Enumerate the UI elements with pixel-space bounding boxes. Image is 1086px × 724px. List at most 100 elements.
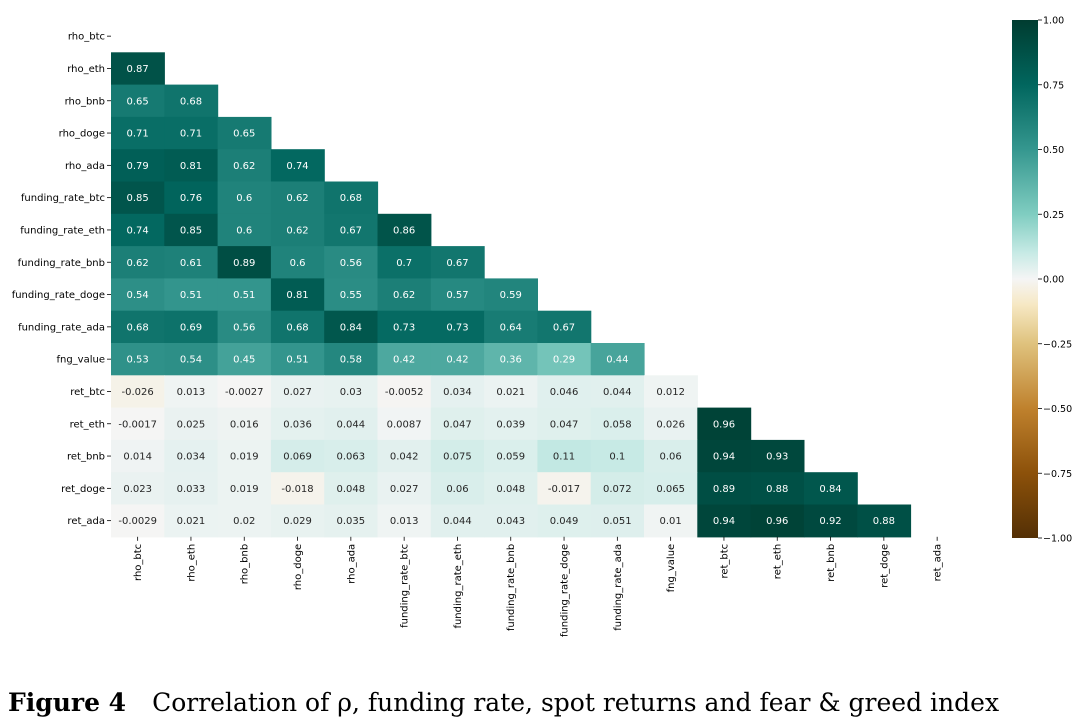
- heatmap-cell-funding_rate_ada-rho_doge: [270, 310, 325, 344]
- cell-value-label: 0.81: [286, 290, 308, 301]
- heatmap-cell-ret_doge-ret_eth: [750, 472, 805, 506]
- cell-value-label: 0.013: [390, 516, 419, 527]
- cell-value-label: 0.058: [603, 419, 632, 430]
- y-tick-label: funding_rate_btc: [21, 193, 105, 204]
- cell-value-label: 0.86: [393, 225, 415, 236]
- cell-value-label: 0.026: [656, 419, 685, 430]
- cell-value-label: 0.013: [177, 387, 206, 398]
- heatmap-cell-funding_rate_doge-rho_bnb: [217, 278, 272, 312]
- cell-value-label: 0.047: [443, 419, 472, 430]
- cell-value-label: 0.047: [550, 419, 579, 430]
- heatmap-cell-ret_eth-rho_doge: [270, 407, 325, 441]
- y-tick-label: fng_value: [56, 355, 105, 366]
- cell-value-label: 0.019: [230, 484, 259, 495]
- heatmap-cell-ret_doge-ret_btc: [697, 472, 752, 506]
- figure-caption-text: Correlation of ρ, funding rate, spot ret…: [152, 688, 1000, 717]
- y-tick-label: rho_btc: [68, 32, 105, 43]
- heatmap-cell-fng_value-rho_eth: [164, 343, 219, 376]
- cell-value-label: 0.01: [660, 516, 682, 527]
- heatmap-cell-funding_rate_btc-rho_ada: [324, 181, 379, 215]
- cell-value-label: 0.075: [443, 452, 472, 463]
- heatmap-cell-funding_rate_bnb-rho_btc: [111, 246, 165, 279]
- cell-value-label: 0.072: [603, 484, 632, 495]
- y-tick-label: funding_rate_ada: [18, 322, 105, 333]
- heatmap-cell-funding_rate_doge-rho_ada: [324, 278, 379, 312]
- cell-value-label: 0.019: [230, 452, 259, 463]
- heatmap-cell-ret_eth-funding_rate_bnb: [484, 407, 538, 441]
- heatmap-cell-funding_rate_eth-rho_doge: [270, 213, 325, 247]
- cell-value-label: 0.68: [286, 322, 308, 333]
- cell-value-label: 0.069: [283, 452, 312, 463]
- x-tick-label: ret_btc: [719, 544, 730, 579]
- heatmap-cell-ret_bnb-funding_rate_bnb: [484, 439, 538, 473]
- heatmap-cell-funding_rate_btc-rho_bnb: [217, 181, 272, 215]
- cell-value-label: 0.021: [496, 387, 525, 398]
- heatmap-cell-ret_ada-fng_value: [644, 504, 698, 538]
- heatmap-cell-rho_ada-rho_doge: [270, 149, 325, 183]
- colorbar-tick-label: −0.50: [1043, 404, 1072, 415]
- cell-value-label: 0.6: [290, 258, 306, 269]
- cell-value-label: 0.049: [550, 516, 579, 527]
- cell-value-label: 0.059: [496, 452, 525, 463]
- cell-value-label: 0.65: [233, 129, 255, 140]
- cell-value-label: 0.027: [283, 387, 312, 398]
- cell-value-label: 0.96: [766, 516, 788, 527]
- heatmap-cell-ret_ada-funding_rate_doge: [537, 504, 592, 538]
- colorbar-tick-label: −0.75: [1043, 469, 1072, 480]
- heatmap-cell-ret_ada-rho_btc: [111, 504, 165, 538]
- heatmap-cell-rho_eth-rho_btc: [111, 52, 165, 86]
- heatmap-cell-ret_btc-funding_rate_btc: [377, 375, 432, 409]
- heatmap-cell-funding_rate_bnb-rho_eth: [164, 246, 219, 279]
- x-tick-label: rho_bnb: [240, 544, 251, 584]
- heatmap-cell-ret_bnb-funding_rate_doge: [537, 439, 592, 473]
- cell-value-label: 0.64: [500, 322, 522, 333]
- figure-caption: Figure 4 Correlation of ρ, funding rate, …: [8, 688, 999, 717]
- heatmap-cell-funding_rate_bnb-rho_doge: [270, 246, 325, 279]
- heatmap-cell-funding_rate_ada-rho_bnb: [217, 310, 272, 344]
- cell-value-label: 0.42: [446, 355, 468, 366]
- cell-value-label: 0.71: [127, 129, 149, 140]
- cell-value-label: 0.68: [340, 193, 362, 204]
- heatmap-cell-ret_btc-funding_rate_bnb: [484, 375, 538, 409]
- cell-value-label: 0.51: [180, 290, 202, 301]
- colorbar-tick-label: −1.00: [1043, 534, 1072, 545]
- colorbar-tick-label: 0.75: [1043, 80, 1064, 91]
- cell-value-label: 0.89: [233, 258, 255, 269]
- cell-value-label: 0.87: [127, 64, 149, 75]
- colorbar-tick-label: −0.25: [1043, 339, 1072, 350]
- cell-value-label: 0.42: [393, 355, 415, 366]
- y-tick-label: funding_rate_doge: [12, 290, 105, 301]
- cell-value-label: 0.93: [766, 452, 788, 463]
- heatmap-cell-fng_value-rho_btc: [111, 343, 165, 376]
- colorbar-tick-label: 0.00: [1043, 275, 1064, 286]
- heatmap-cell-ret_ada-funding_rate_bnb: [484, 504, 538, 538]
- cell-value-label: 0.62: [286, 225, 308, 236]
- heatmap-cell-ret_btc-rho_doge: [270, 375, 325, 409]
- heatmap-cell-ret_doge-rho_eth: [164, 472, 219, 506]
- heatmap-cell-ret_bnb-rho_ada: [324, 439, 379, 473]
- cell-value-label: 0.044: [443, 516, 472, 527]
- heatmap-cell-ret_eth-fng_value: [644, 407, 698, 441]
- cell-value-label: 0.048: [496, 484, 525, 495]
- heatmap-cell-ret_bnb-fng_value: [644, 439, 698, 473]
- heatmap-cell-ret_btc-rho_eth: [164, 375, 219, 409]
- x-tick-label: rho_eth: [186, 544, 197, 582]
- cell-value-label: 0.81: [180, 161, 202, 172]
- heatmap-cell-funding_rate_btc-rho_eth: [164, 181, 219, 215]
- x-tick-label: funding_rate_eth: [453, 544, 464, 629]
- heatmap-cell-ret_ada-ret_btc: [697, 504, 752, 538]
- heatmap-cell-ret_eth-rho_btc: [111, 407, 165, 441]
- cell-value-label: 0.027: [390, 484, 419, 495]
- cell-value-label: -0.0029: [118, 516, 157, 527]
- cell-value-label: 0.92: [819, 516, 841, 527]
- cell-value-label: 0.68: [180, 96, 202, 107]
- cell-value-label: 0.62: [286, 193, 308, 204]
- heatmap-cell-rho_bnb-rho_eth: [164, 84, 219, 118]
- cell-value-label: 0.56: [233, 322, 255, 333]
- x-tick-label: funding_rate_doge: [560, 544, 571, 637]
- cell-value-label: 0.016: [230, 419, 259, 430]
- heatmap-cell-rho_ada-rho_bnb: [217, 149, 272, 183]
- heatmap-cell-ret_btc-funding_rate_eth: [430, 375, 485, 409]
- heatmap-cell-funding_rate_bnb-funding_rate_btc: [377, 246, 432, 279]
- heatmap-cell-funding_rate_ada-funding_rate_btc: [377, 310, 432, 344]
